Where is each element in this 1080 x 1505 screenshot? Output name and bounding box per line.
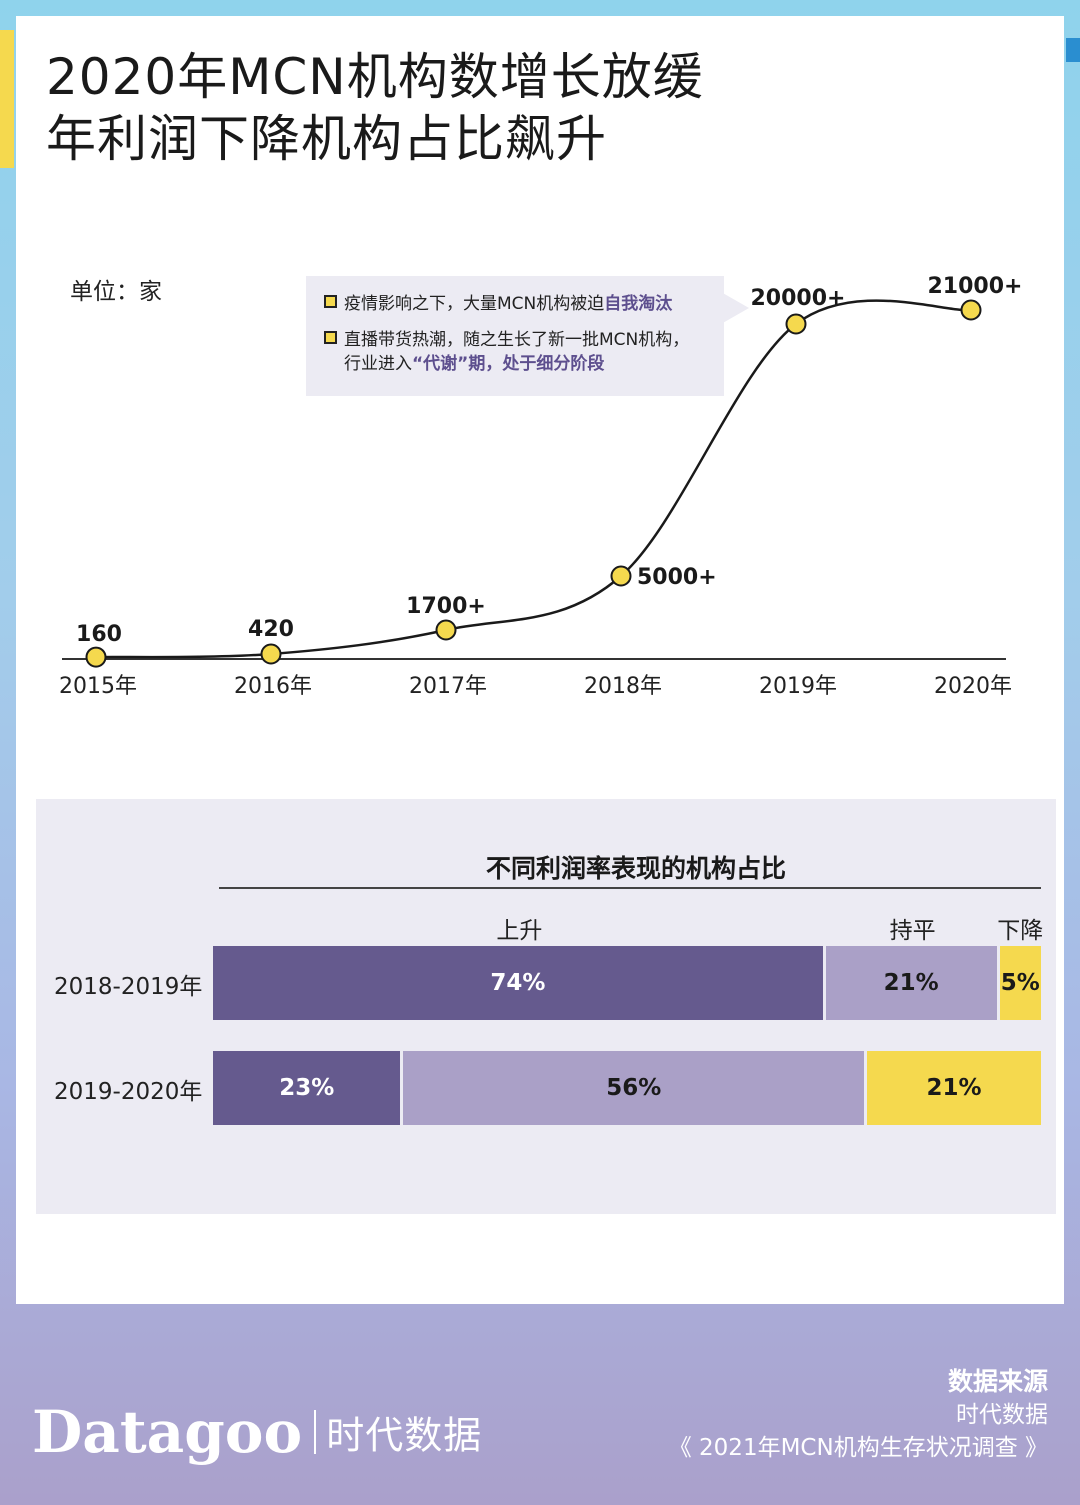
- callout-item-1: 疫情影响之下，大量MCN机构被迫自我淘汰: [324, 292, 672, 316]
- legend-up: 上升: [496, 918, 543, 944]
- data-point: [960, 299, 982, 321]
- callout-item-2-line-2: 行业进入“代谢”期，处于细分阶段: [344, 352, 604, 376]
- data-point: [785, 313, 807, 335]
- data-label: 5000+: [637, 565, 717, 590]
- x-tick-label: 2018年: [584, 674, 662, 699]
- data-label: 420: [248, 617, 294, 642]
- series-line: [95, 299, 972, 659]
- legend-flat: 持平: [889, 918, 936, 944]
- data-point: [610, 565, 632, 587]
- data-point: [85, 646, 107, 668]
- x-tick-label: 2017年: [409, 674, 487, 699]
- callout-item-1-highlight: 自我淘汰: [604, 294, 673, 314]
- data-point: [435, 619, 457, 641]
- callout-item-2-highlight: “代谢”期，处于细分阶段: [412, 354, 605, 374]
- data-label: 20000+: [751, 286, 846, 311]
- data-label: 160: [76, 622, 122, 647]
- stacked-bar-row: 23% 56% 21%: [213, 1051, 1041, 1125]
- source-heading: 数据来源: [947, 1367, 1048, 1396]
- stacked-bar-row: 74% 21% 5%: [213, 946, 1041, 1020]
- line-chart: 160 2015年 420 2016年 1700+ 2017年 5000+ 2018年 2000…: [59, 274, 1023, 699]
- source-line-1: 时代数据: [956, 1402, 1048, 1428]
- title-line-1: 2020年MCN机构数增长放缓: [46, 48, 704, 106]
- yellow-accent-bar: [0, 30, 14, 168]
- blue-accent-bar: [1066, 38, 1080, 62]
- callout-pointer: [721, 292, 749, 324]
- brand-logo: Datagoo 时代数据: [32, 1398, 482, 1466]
- bar-chart-title: 不同利润率表现的机构占比: [485, 854, 786, 883]
- callout-item-2-prefix: 行业进入: [344, 354, 412, 374]
- bar-segment-flat: 21%: [825, 946, 1000, 1020]
- brand-separator: [314, 1410, 317, 1454]
- bar-segment-down: 5%: [999, 946, 1041, 1020]
- data-label: 1700+: [406, 594, 486, 619]
- callout-box: 疫情影响之下，大量MCN机构被迫自我淘汰 直播带货热潮，随之生长了新一批MCN机…: [306, 276, 724, 396]
- callout-item-1-text: 疫情影响之下，大量MCN机构被迫: [344, 294, 605, 314]
- source-line-2: 《 2021年MCN机构生存状况调查 》: [668, 1435, 1048, 1461]
- x-tick-label: 2015年: [59, 674, 137, 699]
- callout-item-2: 直播带货热潮，随之生长了新一批MCN机构，: [324, 328, 689, 352]
- legend-down: 下降: [997, 918, 1044, 944]
- brand-name-cn: 时代数据: [326, 1413, 483, 1458]
- bar-segment-up: 23%: [213, 1051, 404, 1125]
- bullet-square-icon: [324, 331, 337, 344]
- data-label: 21000+: [928, 274, 1023, 299]
- bar-segment-up: 74%: [213, 946, 826, 1020]
- brand-name-en: Datagoo: [32, 1398, 303, 1466]
- main-card: 2020年MCN机构数增长放缓 年利润下降机构占比飙升 单位：家 160 2015…: [16, 16, 1064, 1304]
- x-tick-label: 2019年: [759, 674, 837, 699]
- data-point: [260, 643, 282, 665]
- bar-segment-flat: 56%: [403, 1051, 868, 1125]
- bullet-square-icon: [324, 295, 337, 308]
- bar-chart-rule: [219, 887, 1041, 889]
- page-title: 2020年MCN机构数增长放缓 年利润下降机构占比飙升: [46, 46, 704, 170]
- bar-row-label: 2018-2019年: [54, 974, 203, 1000]
- bar-segment-down: 21%: [867, 1051, 1041, 1125]
- callout-item-2-line-1: 直播带货热潮，随之生长了新一批MCN机构，: [344, 330, 690, 350]
- title-line-2: 年利润下降机构占比飙升: [46, 110, 607, 168]
- bar-row-label: 2019-2020年: [54, 1079, 203, 1105]
- unit-label: 单位：家: [70, 279, 162, 305]
- x-tick-label: 2020年: [934, 674, 1012, 699]
- x-tick-label: 2016年: [234, 674, 312, 699]
- bar-chart-panel: 不同利润率表现的机构占比 上升 持平 下降 2018-2019年 74% 21% 5% 20…: [36, 799, 1056, 1214]
- data-source: 数据来源 时代数据 《 2021年MCN机构生存状况调查 》: [669, 1365, 1048, 1465]
